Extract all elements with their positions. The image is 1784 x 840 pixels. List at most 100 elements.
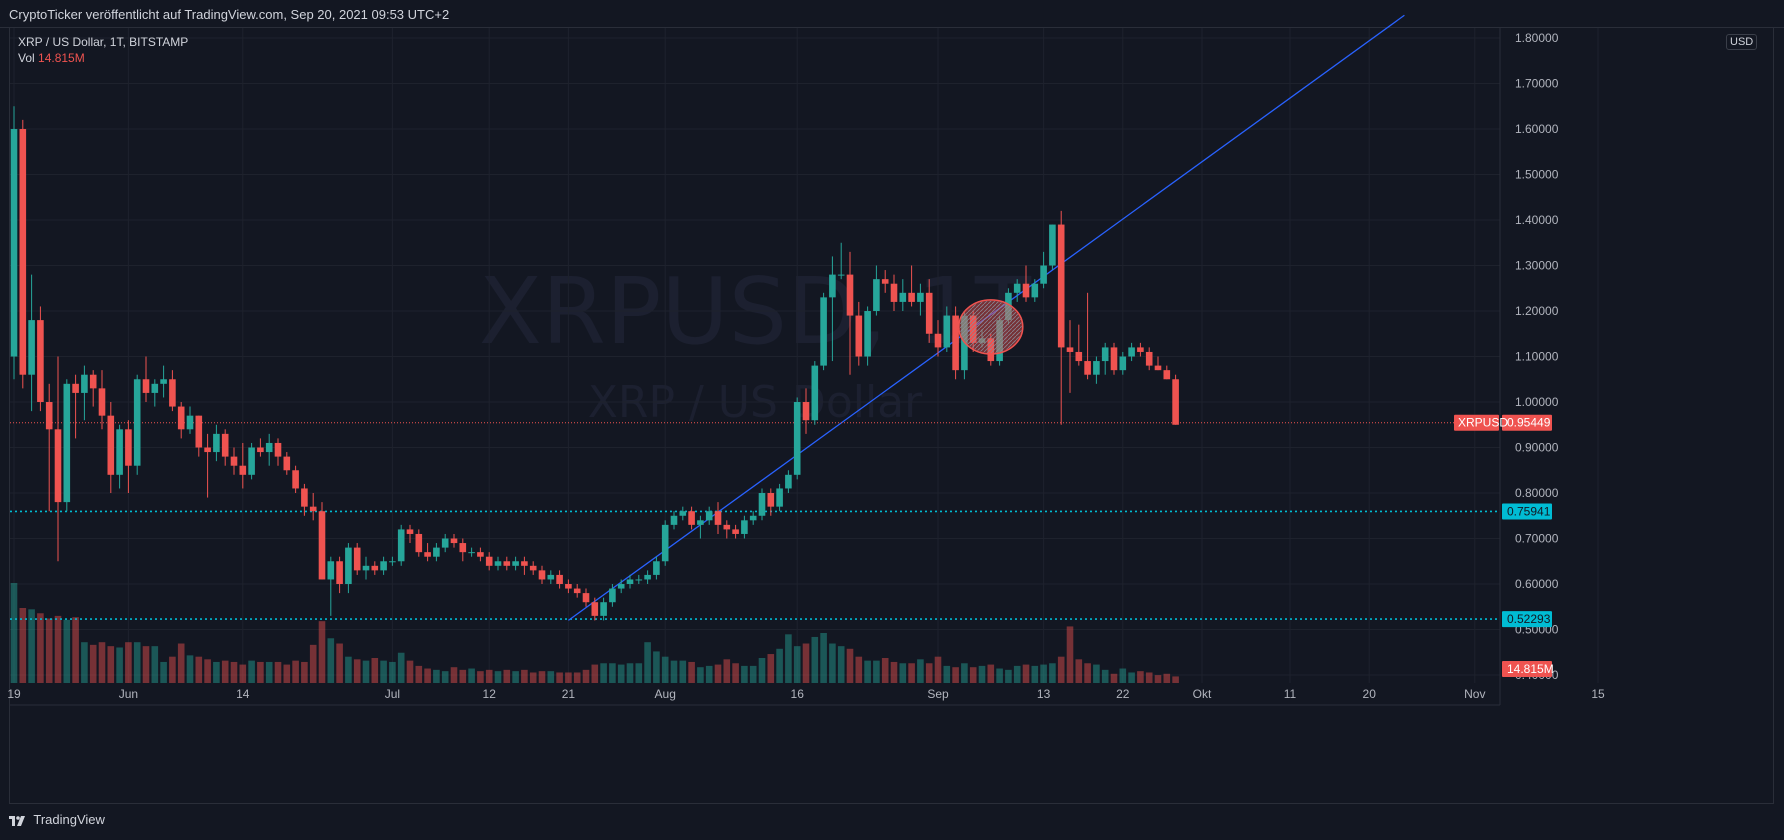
candle-body (63, 383, 71, 503)
x-tick-label: 19 (7, 687, 21, 701)
candle-body (292, 470, 299, 489)
candle-body (72, 383, 79, 393)
candle-body (1128, 347, 1135, 357)
volume-bar (732, 663, 739, 683)
candle (785, 470, 792, 494)
candle-body (917, 292, 924, 302)
candle-body (107, 415, 115, 475)
volume-bar (37, 613, 44, 683)
volume-bar (151, 646, 159, 683)
volume-bar (116, 647, 123, 683)
candle (433, 543, 440, 562)
candle-body (538, 570, 546, 580)
candle-body (353, 547, 361, 571)
candle (565, 579, 572, 594)
x-tick-label: 15 (1591, 687, 1605, 701)
candle-body (318, 511, 326, 580)
volume-bar (98, 642, 106, 683)
volume-bar (389, 661, 396, 683)
volume-bar (1110, 673, 1118, 683)
candle (424, 543, 431, 562)
candle-body (257, 447, 264, 453)
candle-body (494, 561, 502, 566)
candle-body (908, 292, 915, 302)
chart-legend: XRP / US Dollar, 1T, BITSTAMP Vol 14.815… (18, 34, 188, 66)
candle-body (133, 379, 141, 466)
volume-bar (881, 658, 889, 683)
candle-body (952, 315, 959, 371)
tradingview-logo-icon (9, 815, 25, 826)
candle-body (477, 552, 484, 557)
currency-badge[interactable]: USD (1726, 34, 1758, 50)
candle (459, 538, 467, 562)
x-tick-label: Okt (1193, 687, 1212, 701)
volume-bar (63, 619, 71, 683)
candle (494, 556, 502, 571)
candle-body (1110, 347, 1118, 371)
volume-bar (1093, 664, 1100, 683)
volume-bar (820, 633, 827, 683)
candle (512, 556, 519, 571)
candle (177, 402, 185, 439)
candle-body (661, 524, 669, 562)
candle-body (1022, 283, 1030, 298)
candle (1013, 279, 1021, 302)
footer-brand[interactable]: TradingView (9, 812, 105, 827)
candle-body (1066, 347, 1074, 352)
symbol-line[interactable]: XRP / US Dollar, 1T, BITSTAMP (18, 35, 189, 49)
candle-body (749, 515, 757, 521)
candle (133, 374, 141, 475)
volume-bar (89, 644, 97, 683)
candle (362, 556, 370, 580)
candle-body (925, 292, 933, 334)
candle-body (239, 465, 247, 475)
symbol-tag: XRPUSD (1458, 416, 1508, 430)
chart-frame (9, 27, 1774, 804)
vol-label: Vol (18, 51, 35, 65)
candle (248, 442, 255, 480)
volume-legend[interactable]: Vol 14.815M (18, 50, 188, 66)
volume-bar (230, 661, 238, 683)
candle-body (336, 561, 343, 585)
publisher-line: CryptoTicker veröffentlicht auf TradingV… (9, 7, 450, 22)
x-tick-label: 16 (791, 687, 805, 701)
candle-body (204, 447, 211, 453)
volume-bar (433, 669, 440, 683)
candle-body (521, 561, 528, 566)
volume-bar (776, 648, 783, 683)
x-tick-label: 20 (1363, 687, 1377, 701)
candle (309, 493, 317, 521)
x-tick-label: Jul (385, 687, 400, 701)
candle-body (556, 574, 563, 585)
candle (864, 306, 871, 366)
volume-bar (697, 667, 704, 683)
volume-bar (1137, 671, 1144, 683)
volume-bar (917, 659, 924, 683)
candle (45, 383, 53, 512)
candle (1145, 347, 1153, 371)
candle-body (1101, 347, 1109, 362)
volume-bar (169, 656, 176, 683)
brand-name: TradingView (33, 812, 105, 827)
volume-bar (336, 643, 343, 683)
candle-body (1137, 347, 1144, 352)
volume-bar (723, 659, 731, 683)
candle (1075, 324, 1083, 366)
candle (529, 561, 537, 575)
candle-body (221, 433, 229, 457)
candle-body (802, 402, 810, 421)
volume-bar (793, 646, 801, 683)
volume-bar (1119, 668, 1127, 683)
candle-body (301, 488, 308, 507)
candle (142, 356, 150, 403)
candle-body (890, 283, 898, 302)
candle-body (1084, 361, 1091, 375)
candle (221, 429, 229, 466)
candle (952, 306, 959, 380)
candle-body (19, 129, 27, 375)
candle (239, 442, 247, 489)
volume-bar (653, 651, 660, 683)
volume-bar (318, 621, 326, 683)
volume-bar (81, 642, 88, 683)
